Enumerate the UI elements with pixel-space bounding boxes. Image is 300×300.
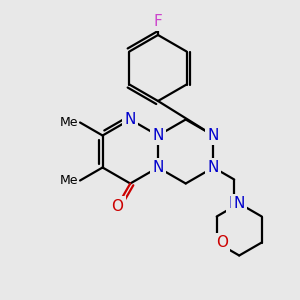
Text: N: N	[208, 160, 219, 175]
Text: N: N	[152, 128, 164, 143]
Text: N: N	[233, 196, 245, 211]
Text: N: N	[208, 128, 219, 143]
Text: O: O	[216, 235, 228, 250]
Text: Me: Me	[60, 116, 78, 129]
Text: N: N	[124, 112, 136, 127]
Text: O: O	[111, 199, 123, 214]
Text: N: N	[152, 160, 164, 175]
Text: F: F	[154, 14, 162, 28]
Text: Me: Me	[60, 174, 78, 187]
Text: N: N	[229, 196, 240, 211]
